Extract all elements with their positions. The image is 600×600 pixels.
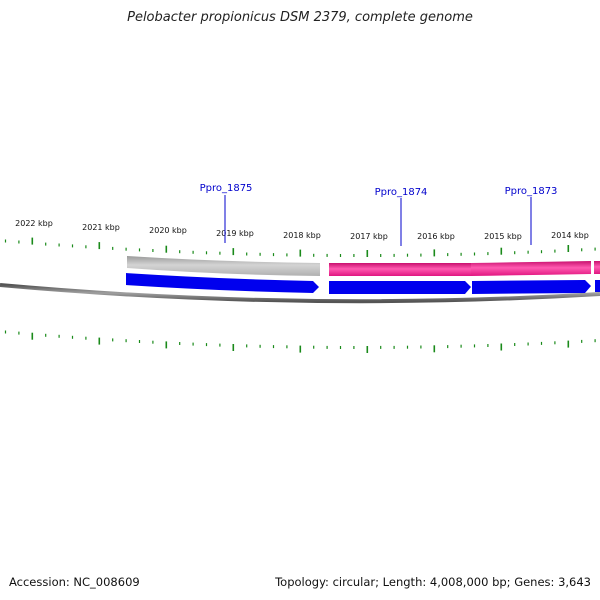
cds-arrow-next[interactable]	[595, 280, 600, 292]
scale-label-2015: 2015 kbp	[484, 232, 522, 241]
inner-scale-ticks	[4, 330, 596, 353]
scale-label-2018: 2018 kbp	[283, 231, 321, 240]
gene-block-ppro-1873[interactable]	[471, 261, 591, 276]
scale-label-2019: 2019 kbp	[216, 229, 254, 238]
gene-label-ppro-1873[interactable]: Ppro_1873	[505, 186, 558, 197]
scale-label-2021: 2021 kbp	[82, 223, 120, 232]
gene-block-ppro-1874[interactable]	[329, 263, 471, 276]
scale-label-2016: 2016 kbp	[417, 232, 455, 241]
scale-label-2017: 2017 kbp	[350, 232, 388, 241]
scale-label-2014: 2014 kbp	[551, 231, 589, 240]
genome-backbone	[0, 283, 600, 304]
scale-label-2022: 2022 kbp	[15, 219, 53, 228]
page-title: Pelobacter propionicus DSM 2379, complet…	[127, 10, 473, 25]
gene-block-ppro-1875[interactable]	[127, 256, 320, 276]
gene-label-ppro-1875[interactable]: Ppro_1875	[200, 183, 253, 194]
accession-label: Accession: NC_008609	[9, 575, 140, 589]
cds-arrow-ppro-1875[interactable]	[126, 273, 319, 293]
gene-block-next[interactable]	[594, 261, 600, 274]
cds-arrow-ppro-1874[interactable]	[329, 281, 471, 294]
genome-summary: Topology: circular; Length: 4,008,000 bp…	[275, 575, 591, 589]
outer-scale-ticks	[4, 237, 596, 257]
scale-label-2020: 2020 kbp	[149, 226, 187, 235]
gene-label-ppro-1874[interactable]: Ppro_1874	[375, 187, 428, 198]
cds-arrow-ppro-1873[interactable]	[472, 280, 591, 294]
